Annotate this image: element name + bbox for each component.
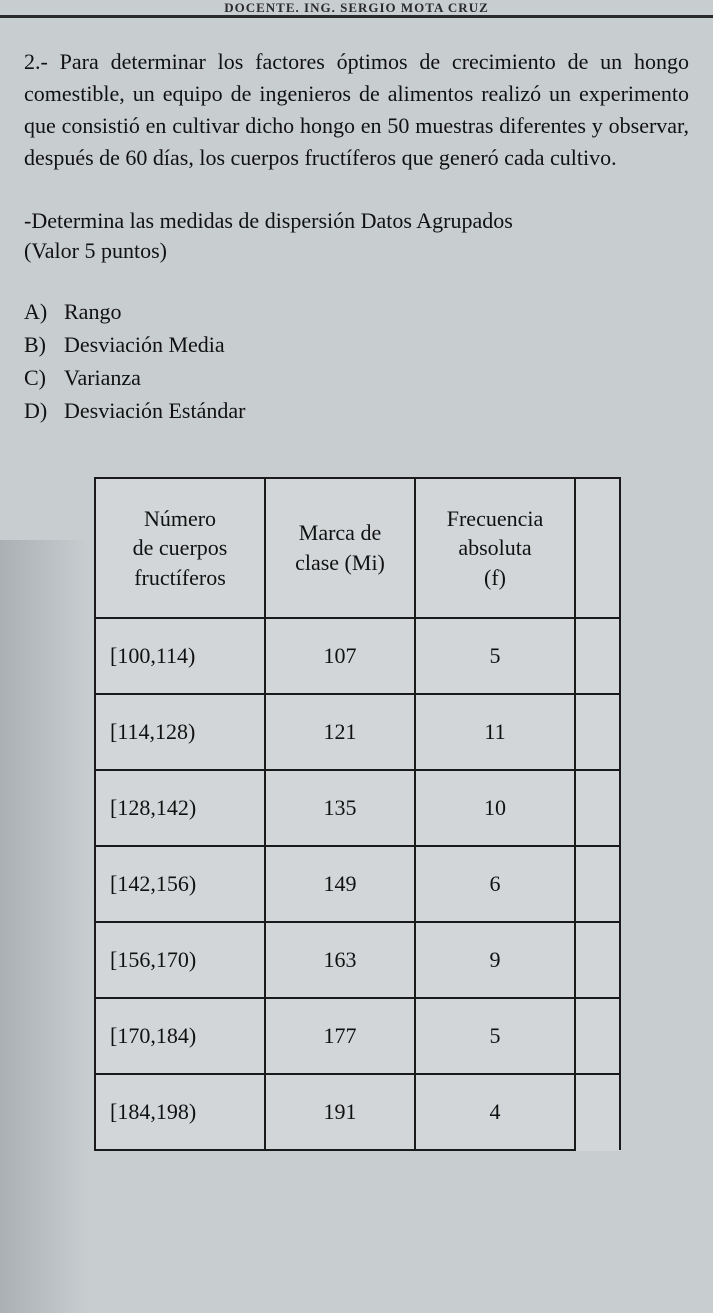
cell-mark: 121	[265, 694, 415, 770]
cell-mark: 149	[265, 846, 415, 922]
cell-interval: [184,198)	[95, 1074, 265, 1150]
cell-empty	[575, 998, 620, 1074]
cell-empty	[575, 922, 620, 998]
table-row: [142,156) 149 6	[95, 846, 620, 922]
header-title: DOCENTE. ING. SERGIO MOTA CRUZ	[224, 0, 489, 15]
hdr-c2-l2: clase (Mi)	[276, 548, 404, 578]
question-body: Para determinar los factores óptimos de …	[24, 49, 689, 170]
table-row: [128,142) 135 10	[95, 770, 620, 846]
options-list: A) Rango B) Desviación Media C) Varianza…	[24, 295, 689, 427]
option-letter: B)	[24, 328, 64, 361]
cell-freq: 9	[415, 922, 575, 998]
hdr-c1-l2: de cuerpos	[106, 533, 254, 563]
option-row: C) Varianza	[24, 361, 689, 394]
table-header-interval: Número de cuerpos fructíferos	[95, 478, 265, 618]
table-header-row: Número de cuerpos fructíferos Marca de c…	[95, 478, 620, 618]
cell-interval: [114,128)	[95, 694, 265, 770]
cell-interval: [170,184)	[95, 998, 265, 1074]
hdr-c1-l3: fructíferos	[106, 563, 254, 593]
cell-freq: 6	[415, 846, 575, 922]
cell-interval: [128,142)	[95, 770, 265, 846]
option-row: D) Desviación Estándar	[24, 394, 689, 427]
option-text: Desviación Estándar	[64, 394, 245, 427]
instruction-line2: (Valor 5 puntos)	[24, 236, 689, 267]
table-body: [100,114) 107 5 [114,128) 121 11 [128,14…	[95, 618, 620, 1150]
cell-interval: [142,156)	[95, 846, 265, 922]
hdr-c2-l1: Marca de	[276, 518, 404, 548]
cell-empty	[575, 1074, 620, 1150]
table-header-freq: Frecuencia absoluta (f)	[415, 478, 575, 618]
cell-freq: 5	[415, 998, 575, 1074]
instruction-line1: -Determina las medidas de dispersión Dat…	[24, 206, 689, 237]
option-letter: C)	[24, 361, 64, 394]
data-table: Número de cuerpos fructíferos Marca de c…	[94, 477, 621, 1151]
page-content: 2.- Para determinar los factores óptimos…	[0, 18, 713, 1151]
option-text: Rango	[64, 295, 121, 328]
cell-interval: [156,170)	[95, 922, 265, 998]
table-header-empty	[575, 478, 620, 618]
data-table-wrap: Número de cuerpos fructíferos Marca de c…	[24, 477, 689, 1151]
option-letter: A)	[24, 295, 64, 328]
question-number: 2.-	[24, 49, 48, 74]
cell-mark: 191	[265, 1074, 415, 1150]
cell-empty	[575, 770, 620, 846]
cell-empty	[575, 694, 620, 770]
cell-freq: 4	[415, 1074, 575, 1150]
cell-freq: 5	[415, 618, 575, 694]
cell-freq: 10	[415, 770, 575, 846]
cell-empty	[575, 618, 620, 694]
table-row: [170,184) 177 5	[95, 998, 620, 1074]
table-header-mark: Marca de clase (Mi)	[265, 478, 415, 618]
option-letter: D)	[24, 394, 64, 427]
table-row: [114,128) 121 11	[95, 694, 620, 770]
cell-mark: 163	[265, 922, 415, 998]
hdr-c3-l2: absoluta	[426, 533, 564, 563]
option-row: B) Desviación Media	[24, 328, 689, 361]
table-row: [100,114) 107 5	[95, 618, 620, 694]
option-text: Desviación Media	[64, 328, 225, 361]
hdr-c1-l1: Número	[106, 504, 254, 534]
option-row: A) Rango	[24, 295, 689, 328]
hdr-c3-l1: Frecuencia	[426, 504, 564, 534]
hdr-c3-l3: (f)	[426, 563, 564, 593]
option-text: Varianza	[64, 361, 141, 394]
cell-mark: 107	[265, 618, 415, 694]
instruction-block: -Determina las medidas de dispersión Dat…	[24, 206, 689, 268]
cell-mark: 177	[265, 998, 415, 1074]
cell-interval: [100,114)	[95, 618, 265, 694]
table-row: [184,198) 191 4	[95, 1074, 620, 1150]
page-header: DOCENTE. ING. SERGIO MOTA CRUZ	[0, 0, 713, 18]
question-text: 2.- Para determinar los factores óptimos…	[24, 46, 689, 174]
cell-mark: 135	[265, 770, 415, 846]
table-row: [156,170) 163 9	[95, 922, 620, 998]
cell-empty	[575, 846, 620, 922]
cell-freq: 11	[415, 694, 575, 770]
